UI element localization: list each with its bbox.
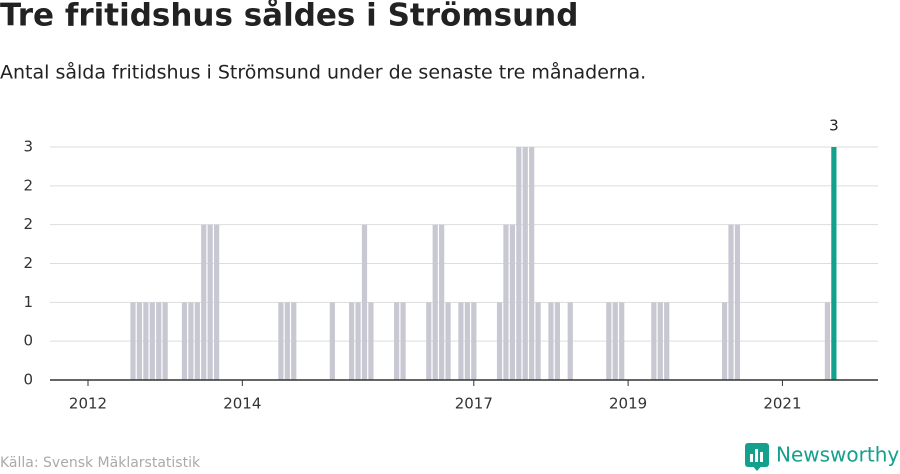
logo-bar	[755, 449, 758, 462]
brand-name: Newsworthy	[776, 443, 899, 467]
bar	[831, 147, 837, 380]
y-tick-label: 1	[23, 293, 33, 311]
bar	[734, 224, 741, 380]
bar	[445, 302, 451, 380]
value-label: 3	[829, 117, 839, 135]
y-tick-label: 2	[23, 254, 33, 272]
bar	[535, 302, 541, 380]
bar	[651, 302, 657, 380]
bar	[361, 224, 368, 380]
bar	[554, 302, 560, 380]
bar	[291, 302, 297, 380]
bar	[156, 302, 162, 380]
bar	[464, 302, 470, 380]
x-tick-label: 2021	[763, 395, 801, 413]
x-tick-label: 2014	[223, 395, 261, 413]
bar	[548, 302, 554, 380]
bar	[284, 302, 290, 380]
bar	[529, 147, 535, 380]
chart-title: Tre fritidshus såldes i Strömsund	[0, 0, 578, 34]
chart-subtitle: Antal sålda fritidshus i Strömsund under…	[0, 61, 646, 84]
bar	[824, 302, 831, 380]
bar	[130, 302, 136, 380]
bar	[509, 224, 515, 380]
logo-bar	[760, 452, 763, 462]
bar	[619, 302, 625, 380]
bar	[432, 224, 438, 380]
bar	[349, 302, 355, 380]
bar	[368, 302, 374, 380]
y-tick-label: 3	[23, 138, 33, 156]
bar	[400, 302, 406, 380]
bar	[516, 147, 522, 380]
y-tick-label: 0	[23, 371, 33, 389]
bar	[214, 224, 220, 380]
bar	[149, 302, 155, 380]
bar	[664, 302, 670, 380]
bar	[721, 302, 728, 380]
bar	[567, 302, 573, 380]
bar	[278, 302, 284, 380]
bar	[194, 302, 200, 380]
bar	[439, 224, 445, 380]
x-tick-label: 2017	[455, 395, 493, 413]
bar	[458, 302, 464, 380]
bar	[426, 302, 432, 380]
x-tick-label: 2012	[69, 395, 107, 413]
bar	[136, 302, 143, 380]
bar	[188, 302, 194, 380]
bar	[143, 302, 149, 380]
bar	[394, 302, 400, 380]
brand-logo: Newsworthy	[745, 443, 899, 471]
bar	[496, 302, 503, 380]
y-tick-label: 2	[23, 176, 33, 194]
bar	[355, 302, 361, 380]
bar	[181, 302, 188, 380]
y-tick-label: 0	[23, 332, 33, 350]
bar	[606, 302, 612, 380]
bar	[201, 224, 207, 380]
logo-bar	[750, 454, 753, 462]
logo-tail	[750, 463, 764, 471]
bar	[522, 147, 528, 380]
bar	[207, 224, 213, 380]
bar	[162, 302, 168, 380]
x-tick-label: 2019	[609, 395, 647, 413]
bar	[329, 302, 335, 380]
y-tick-label: 2	[23, 215, 33, 233]
bar	[657, 302, 663, 380]
bar	[728, 224, 734, 380]
source: Källa: Svensk Mäklarstatistik	[0, 455, 201, 471]
bar	[471, 302, 477, 380]
bar	[503, 224, 509, 380]
bar	[612, 302, 618, 380]
